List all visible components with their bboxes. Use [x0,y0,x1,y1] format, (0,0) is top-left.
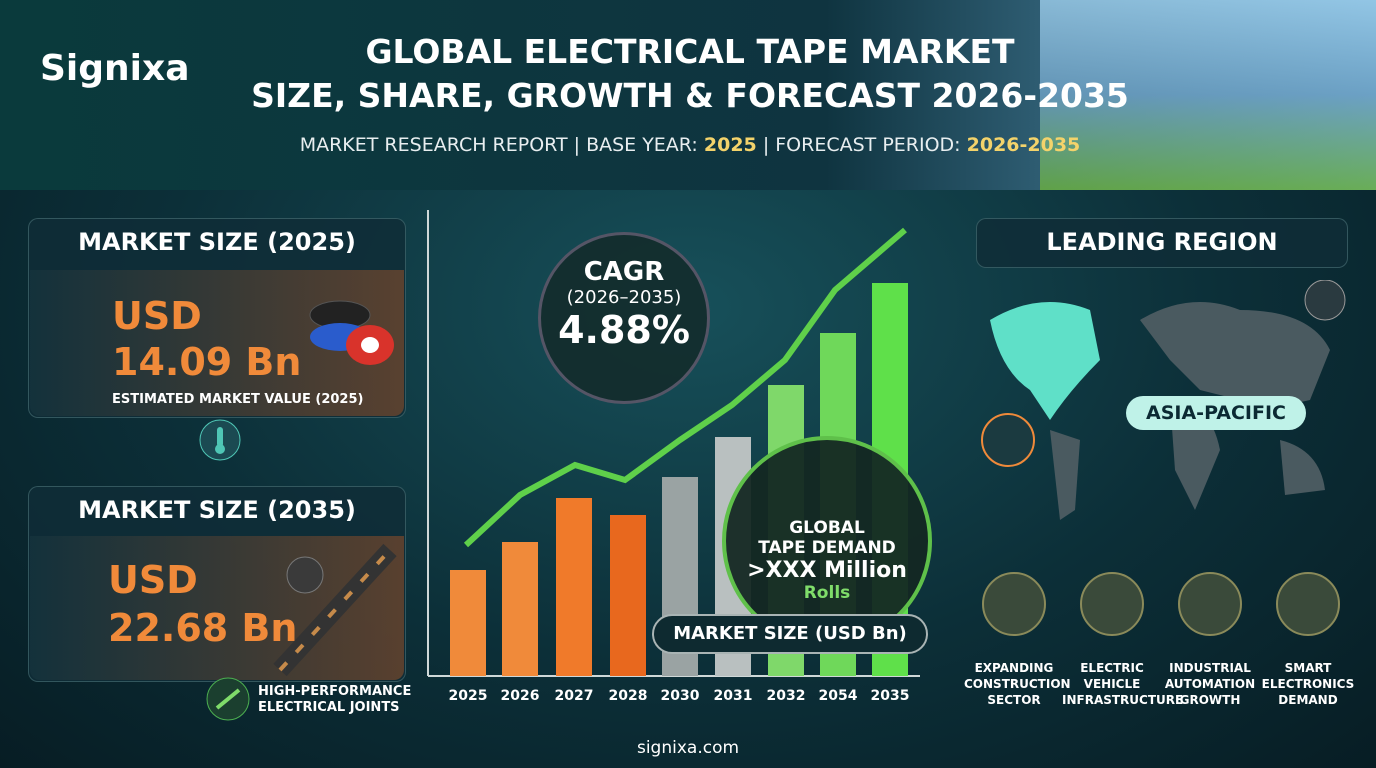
label-line: ELECTRIC [1080,661,1144,675]
cagr-value: 4.88% [558,308,690,352]
label-line: AUTOMATION [1164,677,1256,691]
label-line: DEMAND [1278,693,1338,707]
driver: EXPANDING CONSTRUCTION SECTOR [964,572,1071,708]
panel-heading: MARKET SIZE (2035) [78,496,356,524]
driver-icon [1276,572,1340,636]
cagr-badge: CAGR (2026–2035) 4.88% [538,232,710,404]
year-label: 2032 [767,688,806,704]
caption: ESTIMATED MARKET VALUE (2025) [112,392,364,407]
title-line: GLOBAL ELECTRICAL TAPE MARKET [365,32,1015,71]
label-line: GROWTH [1179,693,1241,707]
cagr-label: CAGR [583,257,665,287]
driver-icon [1080,572,1144,636]
driver-label: SMART ELECTRONICS DEMAND [1258,660,1358,708]
panel-heading: MARKET SIZE (2025) [78,228,356,256]
year-label: 2027 [555,688,594,704]
label-line: SECTOR [987,693,1041,707]
base-year: 2025 [703,134,757,156]
thermo-icon [199,419,241,461]
label-line: SMART [1284,661,1332,675]
label-line: INDUSTRIAL [1169,661,1251,675]
bar [502,542,538,676]
currency: USD [108,558,198,602]
label-line: VEHICLE [1083,677,1141,691]
drivers: EXPANDING CONSTRUCTION SECTOR ELECTRIC VEHI… [964,572,1364,712]
market-value: 14.09 Bn [112,340,302,384]
bar [610,515,646,676]
driver-icon [1178,572,1242,636]
driver-label: ELECTRIC VEHICLE INFRASTRUCTURE [1062,660,1184,708]
chart-title: MARKET SIZE (USD Bn) [652,614,928,654]
demand-unit: Rolls [803,583,851,603]
subtitle: MARKET RESEARCH REPORT | BASE YEAR: 2025… [220,134,1160,156]
caption-line: ELECTRICAL JOINTS [258,700,400,715]
title-line: SIZE, SHARE, GROWTH & FORECAST 2026-2035 [251,76,1129,115]
region-heading: LEADING REGION [1046,228,1278,256]
year-label: 2028 [609,688,648,704]
demand-value: >XXX Million [747,558,907,583]
title: GLOBAL ELECTRICAL TAPE MARKET SIZE, SHAR… [220,30,1160,118]
year-label: 2054 [819,688,858,704]
bar [556,498,592,676]
year-label: 2025 [449,688,488,704]
driver: INDUSTRIAL AUTOMATION GROWTH [1160,572,1260,708]
bar [450,570,486,676]
region-panel [976,218,1348,268]
driver-label: EXPANDING CONSTRUCTION SECTOR [964,660,1071,708]
cagr-period: (2026–2035) [566,287,682,308]
caption-line: HIGH-PERFORMANCE [258,684,412,699]
driver-icon [982,572,1046,636]
year-label: 2030 [661,688,700,704]
year-label: 2035 [871,688,910,704]
joint-icon [206,677,250,721]
caption: HIGH-PERFORMANCE ELECTRICAL JOINTS [258,684,411,716]
demand-badge: GLOBAL TAPE DEMAND >XXX Million Rolls [722,436,932,646]
driver-label: INDUSTRIAL AUTOMATION GROWTH [1160,660,1260,708]
region-name: ASIA-PACIFIC [1126,396,1306,430]
currency: USD [112,294,202,338]
label-line: ELECTRONICS [1261,677,1355,691]
city-scene [1040,0,1376,190]
market-value: 22.68 Bn [108,606,298,650]
tape-icon [309,300,394,365]
year-label: 2026 [501,688,540,704]
subtitle-text: MARKET RESEARCH REPORT | BASE YEAR: [299,134,698,156]
world-map [981,280,1346,520]
footer: signixa.com [636,738,740,758]
subtitle-text: | FORECAST PERIOD: [762,134,961,156]
brand: Signixa [40,48,190,89]
driver: SMART ELECTRONICS DEMAND [1258,572,1358,708]
demand-line: GLOBAL [789,518,865,538]
cable-icon [273,543,397,677]
forecast-period: 2026-2035 [966,134,1081,156]
year-label: 2031 [714,688,753,704]
label-line: EXPANDING [974,661,1054,675]
demand-line: TAPE DEMAND [758,538,896,558]
trend-arrow [463,227,907,548]
driver: ELECTRIC VEHICLE INFRASTRUCTURE [1062,572,1184,708]
label-line: INFRASTRUCTURE [1062,693,1184,707]
label-line: CONSTRUCTION [964,677,1071,691]
